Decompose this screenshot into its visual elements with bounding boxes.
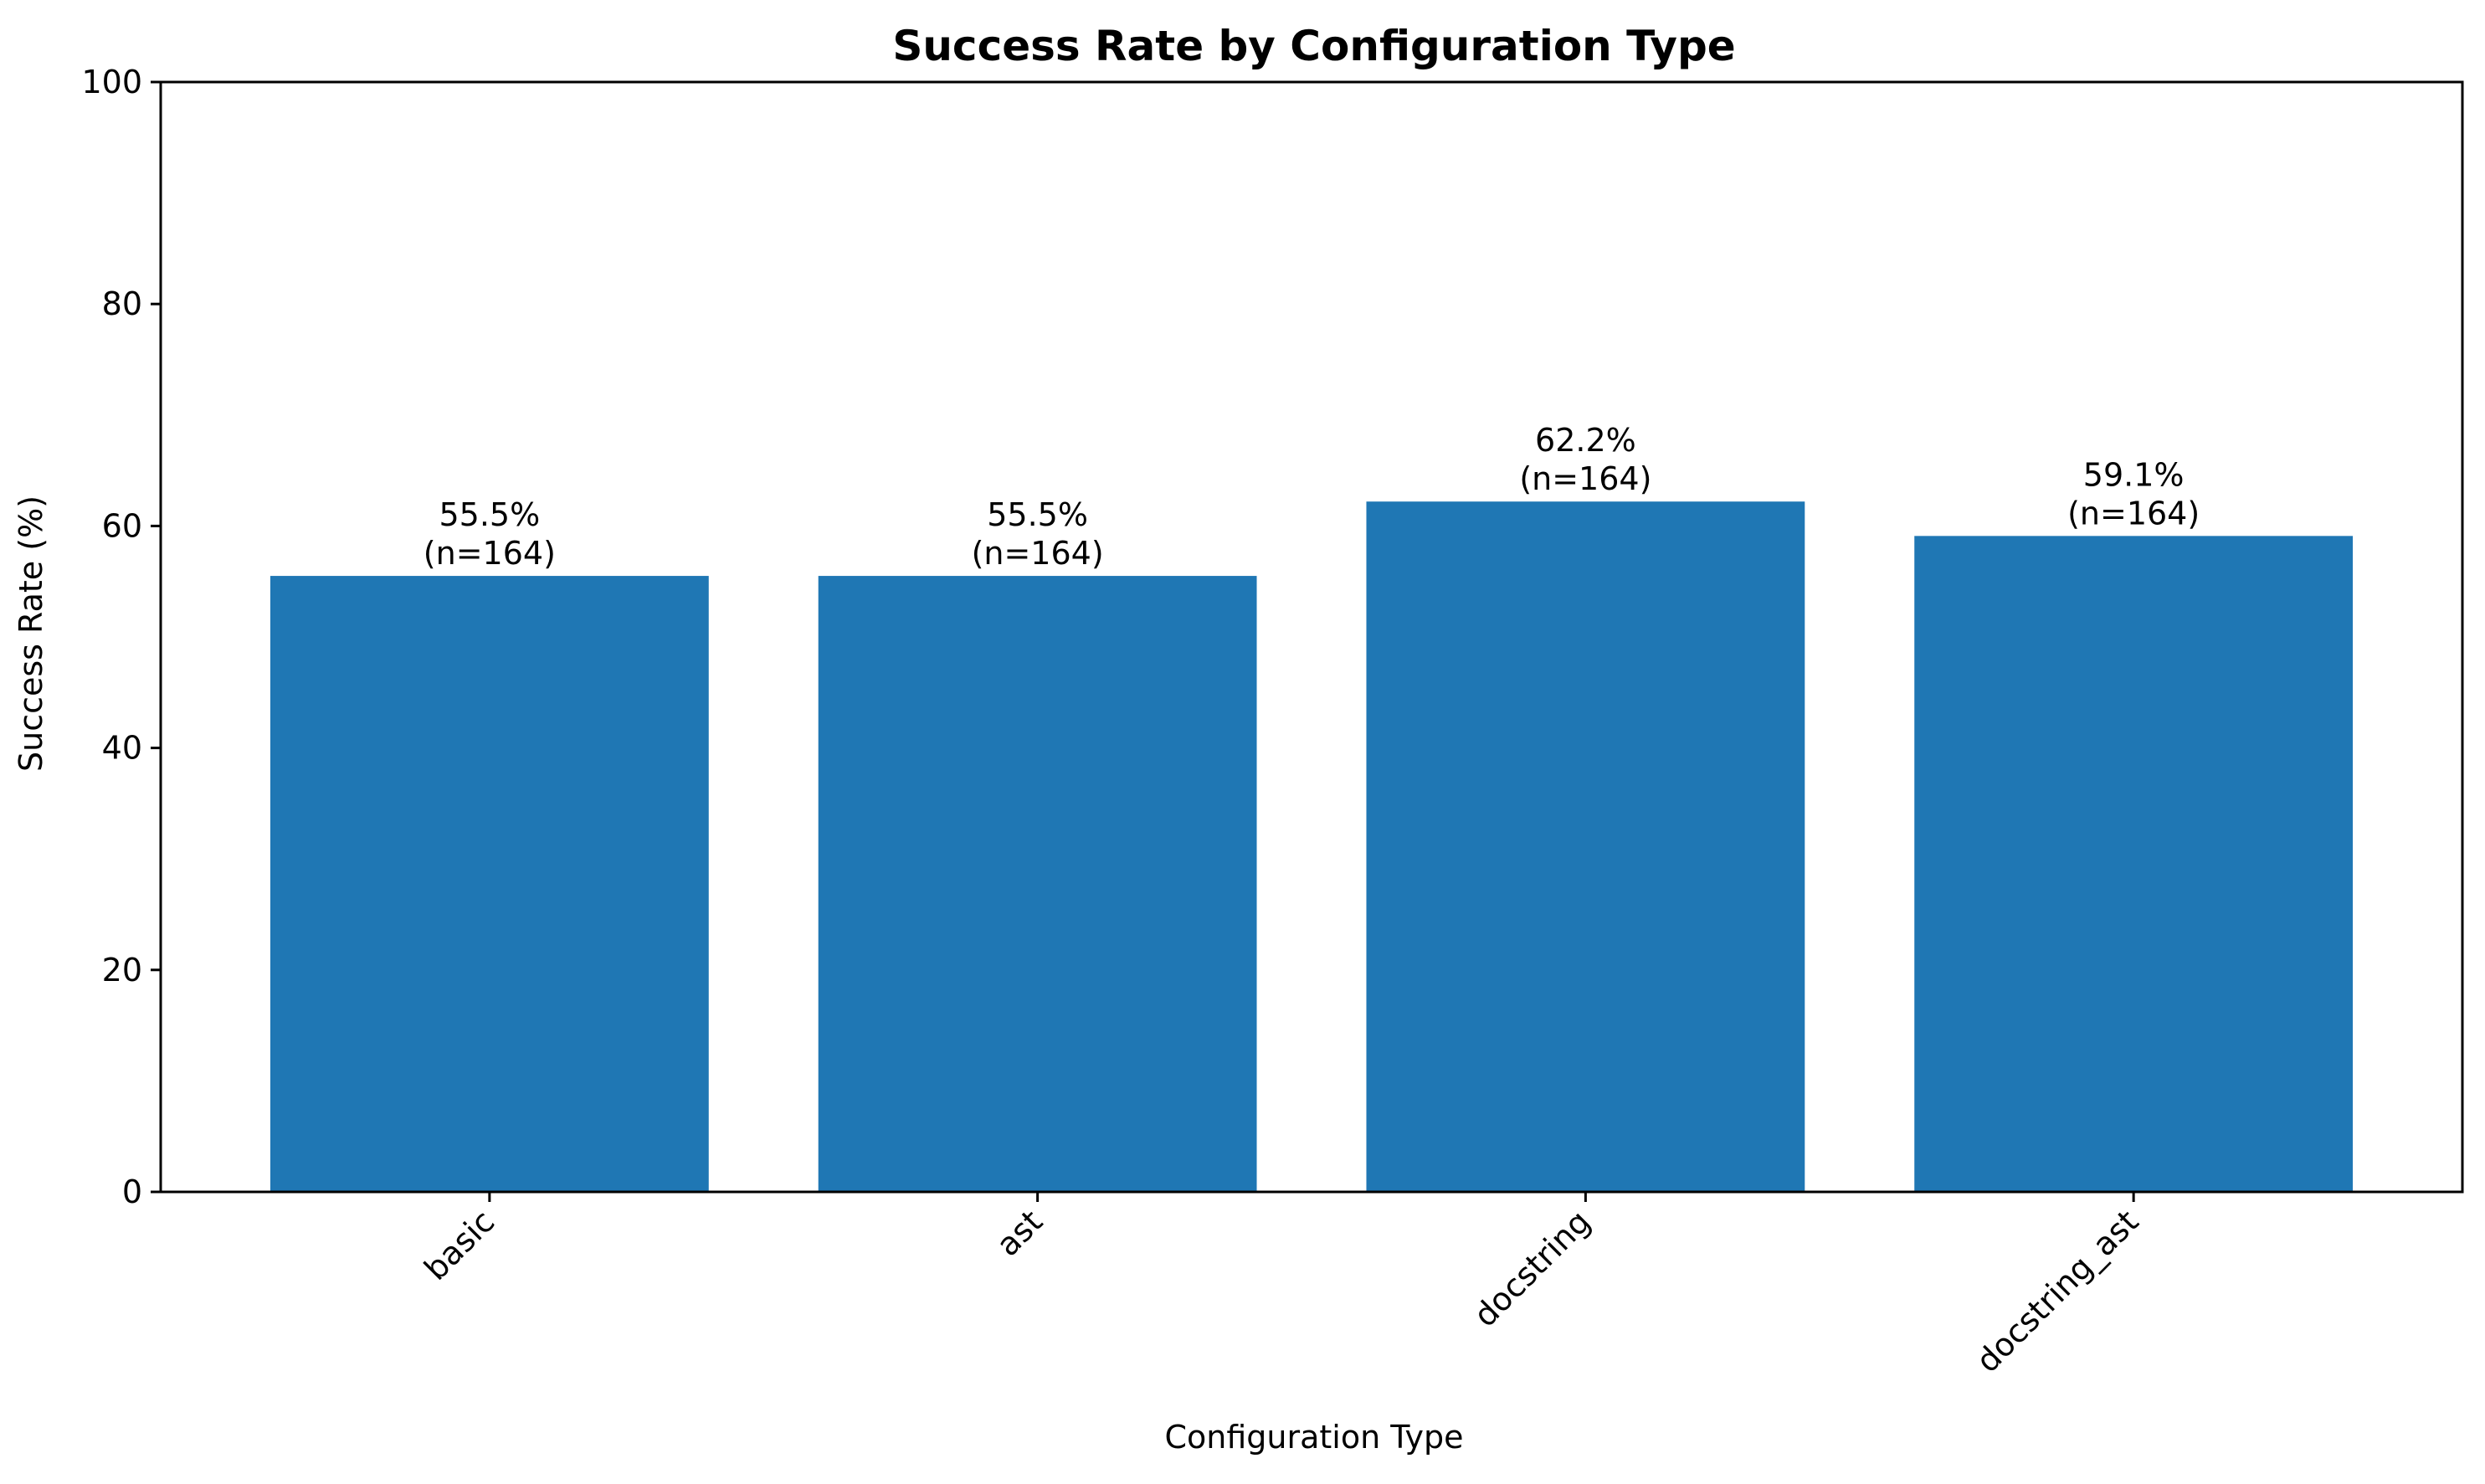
bar-count-label: (n=164) <box>972 535 1104 572</box>
y-ticks-layer: 0 20 40 60 80 100 <box>81 64 161 1210</box>
bar-value-label: 55.5% <box>987 496 1088 533</box>
x-axis-label: Configuration Type <box>1164 1419 1463 1456</box>
y-tick-label: 100 <box>81 64 142 100</box>
bar-value-label: 59.1% <box>2083 456 2185 493</box>
bar-ast <box>818 576 1257 1192</box>
y-tick-label: 80 <box>102 285 142 322</box>
y-axis-label: Success Rate (%) <box>13 496 49 772</box>
bar-labels-layer: 55.5%(n=164)55.5%(n=164)62.2%(n=164) 59.1… <box>424 422 2200 572</box>
bar-count-label: (n=164) <box>2067 495 2200 531</box>
bars-layer <box>270 501 2354 1192</box>
y-tick-label: 60 <box>102 507 142 544</box>
y-tick-label: 0 <box>122 1173 142 1210</box>
bar-count-label: (n=164) <box>424 535 556 572</box>
bar-value-label: 55.5% <box>439 496 540 533</box>
bar-value-label: 62.2% <box>1535 422 1636 459</box>
plot-frame <box>159 80 2464 1194</box>
y-tick-label: 20 <box>102 952 142 988</box>
bar-count-label: (n=164) <box>1519 460 1651 497</box>
chart-title: Success Rate by Configuration Type <box>892 22 1735 70</box>
bar-docstring <box>1366 501 1805 1192</box>
bar-docstring-ast <box>1914 536 2354 1192</box>
y-tick-label: 40 <box>102 730 142 767</box>
bar-basic <box>270 576 709 1192</box>
